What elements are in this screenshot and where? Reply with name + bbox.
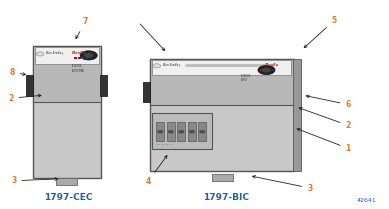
Text: 3: 3: [11, 176, 58, 185]
Bar: [78, 57, 81, 59]
Bar: [152, 113, 212, 149]
Bar: [177, 122, 185, 141]
Circle shape: [179, 130, 184, 133]
Text: 42641: 42641: [357, 198, 377, 203]
Text: FlexEx: FlexEx: [265, 63, 279, 67]
Bar: [152, 60, 291, 75]
Circle shape: [80, 51, 97, 60]
Text: FL.BUSS
INPUT/PAR: FL.BUSS INPUT/PAR: [72, 64, 85, 73]
Circle shape: [200, 130, 205, 133]
Circle shape: [153, 64, 161, 68]
Bar: [150, 59, 294, 171]
Text: 6: 6: [306, 95, 350, 109]
Bar: [212, 174, 233, 181]
Bar: [33, 46, 101, 178]
Text: 1: 1: [297, 129, 350, 153]
Bar: [150, 59, 294, 104]
Bar: [272, 69, 274, 71]
Text: Allen-Bradley: Allen-Bradley: [46, 51, 64, 55]
Text: 5: 5: [304, 16, 336, 48]
Text: 8: 8: [9, 68, 26, 77]
Bar: [260, 69, 263, 71]
Bar: [264, 69, 266, 71]
Text: FL.BUSS
INPUT: FL.BUSS INPUT: [241, 74, 252, 83]
Circle shape: [262, 68, 271, 73]
Text: 1797-CEC: 1797-CEC: [44, 193, 92, 202]
Bar: [268, 69, 270, 71]
Bar: [100, 75, 107, 96]
Text: Allen-Bradley: Allen-Bradley: [163, 63, 181, 67]
Bar: [198, 122, 206, 141]
Text: 1797-BIC: 1797-BIC: [203, 193, 249, 202]
Bar: [143, 82, 150, 102]
Bar: [56, 178, 77, 185]
Text: 7: 7: [76, 17, 88, 39]
Circle shape: [158, 130, 163, 133]
Text: FlexEx: FlexEx: [72, 51, 86, 55]
Text: 2: 2: [299, 107, 350, 130]
Bar: [293, 59, 301, 171]
Text: 2: 2: [9, 94, 41, 103]
Text: 3: 3: [252, 176, 312, 193]
Bar: [188, 122, 196, 141]
Text: +V  -V  +V  -V: +V -V +V -V: [156, 144, 173, 145]
Circle shape: [168, 130, 173, 133]
Bar: [86, 57, 88, 59]
Bar: [74, 57, 77, 59]
Circle shape: [258, 65, 275, 75]
Text: 4: 4: [145, 155, 167, 186]
Circle shape: [189, 130, 194, 133]
Circle shape: [36, 52, 44, 56]
Bar: [156, 122, 164, 141]
Bar: [33, 46, 101, 102]
Bar: [35, 47, 99, 64]
Circle shape: [84, 53, 93, 58]
Bar: [82, 57, 84, 59]
Bar: [26, 75, 33, 96]
Bar: [167, 122, 175, 141]
